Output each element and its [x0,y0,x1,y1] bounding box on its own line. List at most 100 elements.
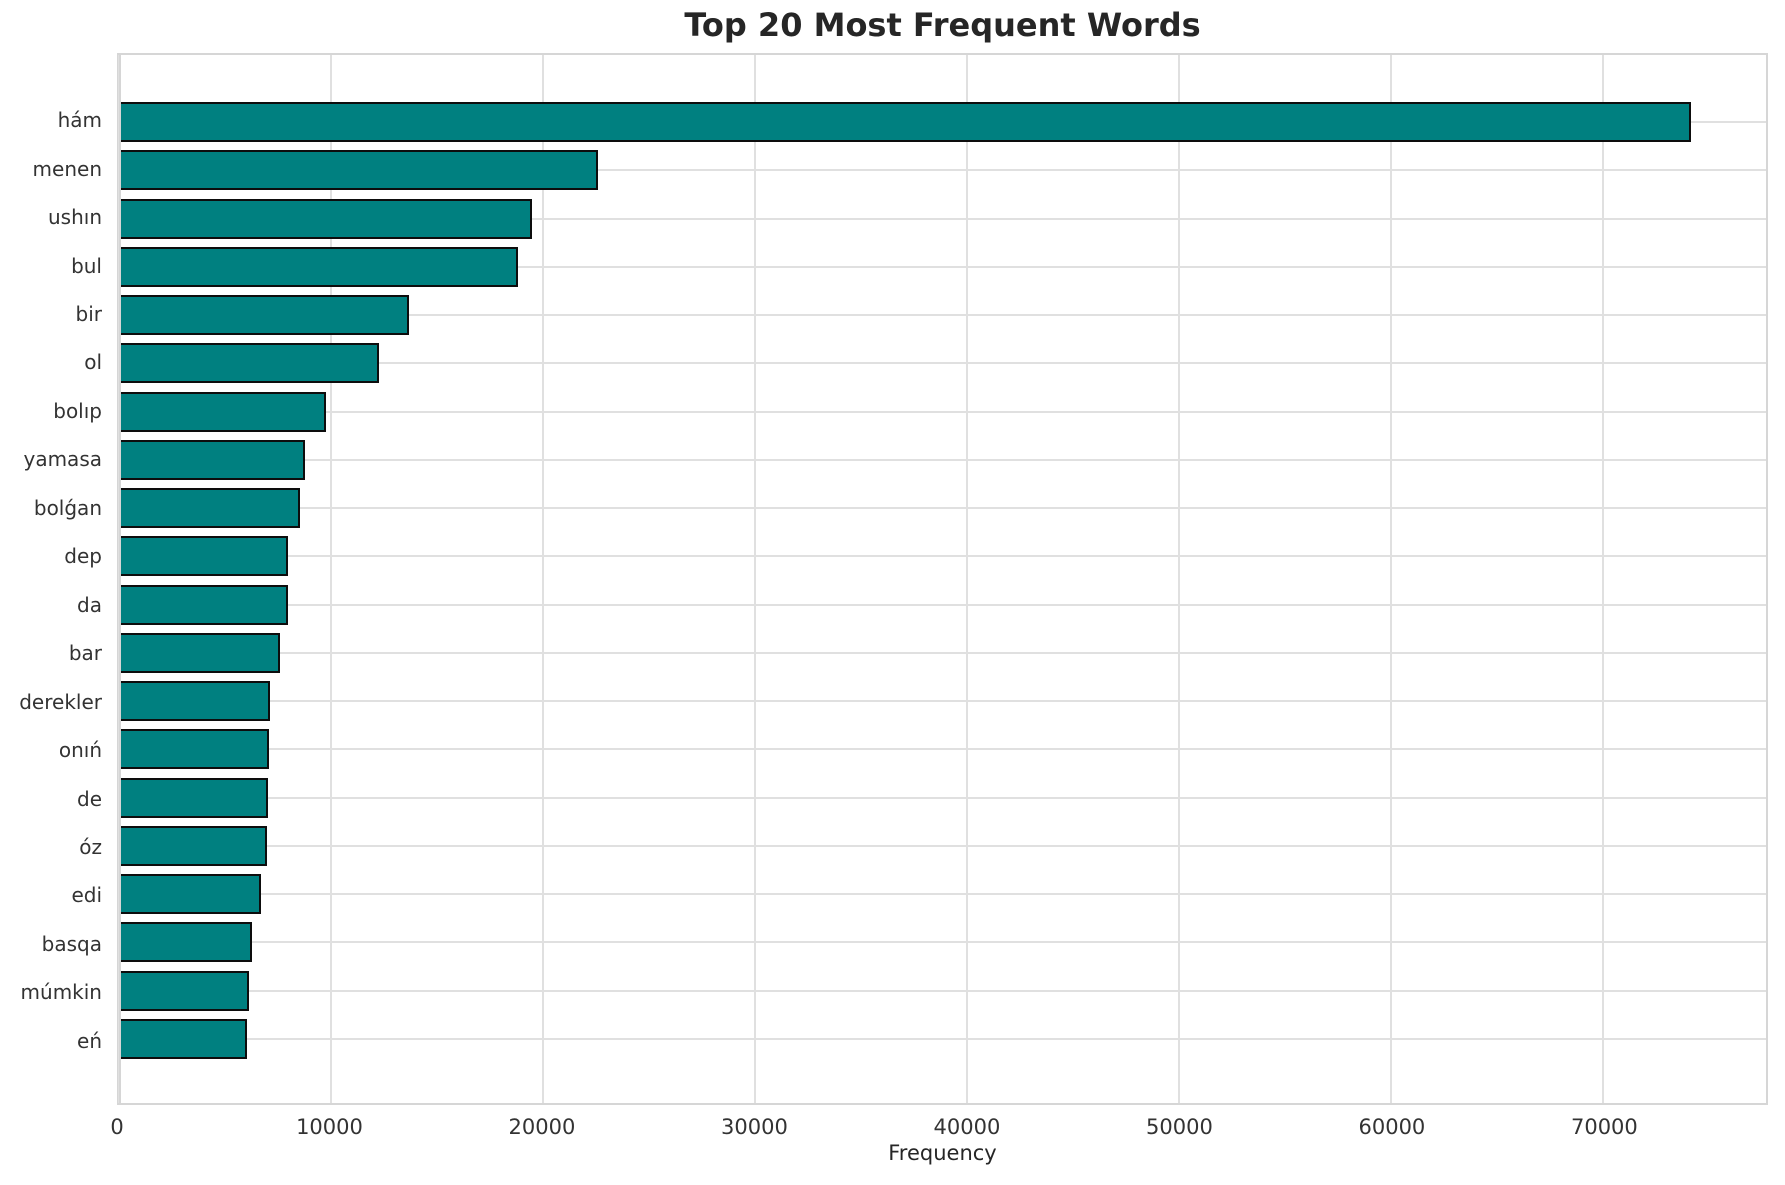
x-axis-label: Frequency [888,1141,997,1165]
bar [119,970,250,1011]
bar [119,777,269,818]
chart-title: Top 20 Most Frequent Words [684,6,1201,44]
gridline-horizontal [119,603,1766,606]
y-tick-label: derekler [19,689,102,714]
y-tick-label: eń [77,1028,102,1053]
gridline-vertical [965,55,968,1103]
bar-row [119,822,1766,870]
gridline-horizontal [119,362,1766,365]
bar-row [119,436,1766,484]
bar [119,391,326,432]
plot-area [117,53,1768,1105]
gridline-horizontal [119,1037,1766,1040]
x-tick-label: 30000 [721,1115,788,1139]
y-tick-label: bolǵan [33,495,102,520]
y-axis-spine [119,55,121,1103]
bar-row [119,243,1766,291]
bar-row [119,291,1766,339]
gridline-horizontal [119,941,1766,944]
gridline-horizontal [119,893,1766,896]
bar [119,681,270,722]
y-tick-label: ol [84,350,102,375]
bar [119,295,410,336]
y-tick-label: bul [71,253,102,278]
bar [119,343,379,384]
gridline-vertical [541,55,544,1103]
bar-row [119,967,1766,1015]
gridline-vertical [753,55,756,1103]
y-axis-tick-labels: hám menen ushın bul bir ol bolıp yamasa bolǵan de… [0,53,102,1105]
bar-row [119,388,1766,436]
x-tick-label: 20000 [508,1115,576,1139]
bar [119,198,533,239]
bar-row [119,677,1766,725]
x-tick-label: 50000 [1146,1115,1213,1139]
gridline-horizontal [119,410,1766,413]
y-tick-label: bolıp [53,398,102,423]
y-tick-label: da [77,592,102,617]
y-tick-label: dep [64,544,102,569]
y-tick-label: bar [68,641,102,666]
gridline-horizontal [119,217,1766,220]
gridline-vertical [1177,55,1180,1103]
y-tick-label: ushın [47,205,102,230]
gridline-horizontal [119,651,1766,654]
bar-row [119,774,1766,822]
bar-row [119,629,1766,677]
bar-row [119,146,1766,194]
gridline-horizontal [119,748,1766,751]
bar [119,584,289,625]
y-tick-label: de [77,786,102,811]
bar [119,874,261,915]
y-tick-label: múmkin [20,980,102,1005]
x-tick-label: 0 [110,1115,124,1139]
bar-row [119,581,1766,629]
gridline-horizontal [119,555,1766,558]
gridline-horizontal [119,844,1766,847]
y-tick-label: bir [75,302,102,327]
gridline-horizontal [119,169,1766,172]
y-tick-label: hám [57,108,102,133]
y-tick-label: menen [32,156,102,181]
gridline-horizontal [119,700,1766,703]
x-tick-label: 10000 [296,1115,363,1139]
bar [119,922,252,963]
bar-row [119,1015,1766,1063]
bar [119,246,518,287]
x-tick-label: 70000 [1570,1115,1638,1139]
y-tick-label: yamasa [23,447,102,472]
gridline-horizontal [119,507,1766,510]
x-tick-label: 40000 [933,1115,1001,1139]
gridline-vertical [329,55,332,1103]
bar [119,632,280,673]
bar-row [119,484,1766,532]
bar-row [119,918,1766,966]
bar [119,102,1691,143]
y-tick-label: basqa [41,931,102,956]
gridline-horizontal [119,265,1766,268]
bar [119,536,288,577]
gridline-vertical [1389,55,1392,1103]
bar [119,150,599,191]
bar [119,825,267,866]
gridline-horizontal [119,314,1766,317]
x-tick-label: 60000 [1358,1115,1426,1139]
bar-row [119,98,1766,146]
bar-row [119,725,1766,773]
gridline-horizontal [119,458,1766,461]
bar [119,1018,248,1059]
y-tick-label: óz [79,835,102,860]
bar-row [119,870,1766,918]
bar [119,729,269,770]
x-axis-tick-labels: 0 10000 20000 30000 40000 50000 60000 70000 [110,1105,1768,1139]
y-tick-label: edi [71,883,102,908]
y-tick-label: onıń [58,738,102,763]
bar-row [119,339,1766,387]
gridline-vertical [1601,55,1604,1103]
bar [119,439,305,480]
bar-row [119,532,1766,580]
gridline-horizontal [119,796,1766,799]
bar-rows [119,55,1766,1103]
gridline-horizontal [119,989,1766,992]
